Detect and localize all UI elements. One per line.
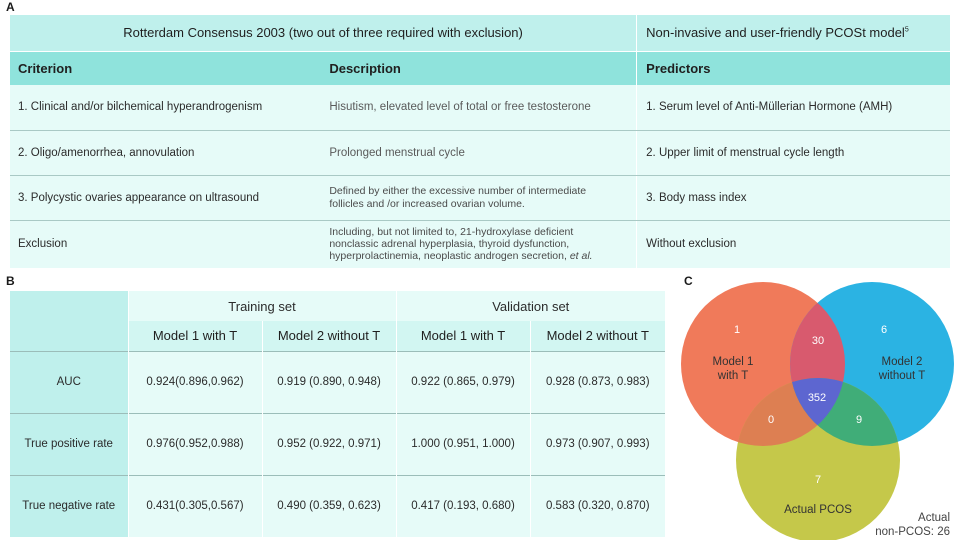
metric-value: 1.000 (0.951, 1.000) (395, 412, 530, 475)
pcost-header: Non-invasive and user-friendly PCOSt mod… (636, 15, 950, 52)
panel-c-label: C (684, 274, 693, 288)
training-set-header: Training set (127, 291, 396, 321)
criterion-cell: Exclusion (10, 220, 324, 268)
count-all-three: 352 (808, 392, 826, 404)
validation-set-header: Validation set (395, 291, 665, 321)
description-line: follicles and /or increased ovarian volu… (329, 197, 525, 210)
criterion-cell: 1. Clinical and/or bilchemical hyperandr… (10, 85, 324, 131)
pcost-header-text: Non-invasive and user-friendly PCOSt mod… (646, 25, 905, 41)
model-performance-table: Training set Validation set Model 1 with… (10, 291, 665, 537)
description-line: Including, but not limited to, 21-hydrox… (329, 226, 574, 239)
model2-label-line2: without T (878, 370, 925, 382)
count-actual-only: 7 (815, 474, 821, 486)
model1-label-line1: Model 1 (713, 356, 754, 368)
model-header: Model 2 without T (261, 321, 396, 351)
description-cell: Prolonged menstrual cycle (323, 130, 637, 176)
description-cell: Defined by either the excessive number o… (323, 175, 637, 221)
rotterdam-header: Rotterdam Consensus 2003 (two out of thr… (10, 15, 637, 52)
metric-value: 0.928 (0.873, 0.983) (529, 350, 665, 413)
description-text: hyperprolactinemia, neoplastic androgen … (329, 250, 567, 263)
description-column-header: Description (323, 51, 637, 85)
description-line: Defined by either the excessive number o… (329, 185, 587, 198)
pcost-header-superscript: 5 (904, 26, 909, 34)
et-al-text: et al. (569, 250, 593, 263)
model-header: Model 2 without T (529, 321, 665, 351)
model2-label-line1: Model 2 (882, 356, 923, 368)
rotterdam-header-text: Rotterdam Consensus 2003 (two out of thr… (123, 25, 523, 41)
metric-value: 0.417 (0.193, 0.680) (395, 474, 530, 537)
table-row: Exclusion Including, but not limited to,… (10, 220, 950, 268)
metric-value: 0.973 (0.907, 0.993) (529, 412, 665, 475)
outside-label-line2: non-PCOS: 26 (875, 526, 950, 538)
criterion-cell: 3. Polycystic ovaries appearance on ultr… (10, 175, 324, 221)
model-header: Model 1 with T (127, 321, 262, 351)
metric-value: 0.431(0.305,0.567) (127, 474, 262, 537)
model-header: Model 1 with T (395, 321, 530, 351)
count-model1-actual: 0 (768, 414, 774, 426)
metric-value: 0.919 (0.890, 0.948) (261, 350, 396, 413)
table-b-group-header: Training set Validation set (10, 291, 665, 321)
blank-header-cell (10, 291, 128, 321)
model1-actual-overlap (736, 378, 845, 446)
predictor-cell: Without exclusion (636, 220, 950, 268)
predictor-cell: 3. Body mass index (636, 175, 950, 221)
count-model1-only: 1 (734, 324, 740, 336)
metric-value: 0.976(0.952,0.988) (127, 412, 262, 475)
panel-b-label: B (6, 274, 15, 288)
description-line: hyperprolactinemia, neoplastic androgen … (329, 250, 636, 262)
outside-label-line1: Actual (918, 512, 950, 524)
criterion-cell: 2. Oligo/amenorrhea, annovulation (10, 130, 324, 176)
table-row: True negative rate 0.431(0.305,0.567) 0.… (10, 474, 665, 537)
actual-pcos-label: Actual PCOS (784, 504, 852, 516)
metric-label: True negative rate (10, 474, 128, 537)
description-cell: Including, but not limited to, 21-hydrox… (323, 220, 637, 268)
panel-a-label: A (6, 0, 15, 14)
predictor-cell: 2. Upper limit of menstrual cycle length (636, 130, 950, 176)
venn-diagram: 1 6 30 352 0 9 7 Model 1 with T Model 2 … (681, 282, 954, 540)
model2-actual-overlap (790, 378, 900, 446)
count-model2-actual: 9 (856, 414, 862, 426)
metric-value: 0.583 (0.320, 0.870) (529, 474, 665, 537)
table-row: True positive rate 0.976(0.952,0.988) 0.… (10, 412, 665, 475)
table-b-model-header: Model 1 with T Model 2 without T Model 1… (10, 321, 665, 351)
predictors-column-header: Predictors (636, 51, 950, 85)
table-row: AUC 0.924(0.896,0.962) 0.919 (0.890, 0.9… (10, 350, 665, 413)
metric-label: True positive rate (10, 412, 128, 475)
table-a-top-header: Rotterdam Consensus 2003 (two out of thr… (10, 15, 950, 52)
metric-label: AUC (10, 350, 128, 413)
metric-value: 0.952 (0.922, 0.971) (261, 412, 396, 475)
table-row: 3. Polycystic ovaries appearance on ultr… (10, 175, 950, 221)
table-row: 1. Clinical and/or bilchemical hyperandr… (10, 85, 950, 131)
metric-value: 0.922 (0.865, 0.979) (395, 350, 530, 413)
rotterdam-criteria-table: Rotterdam Consensus 2003 (two out of thr… (10, 15, 950, 268)
predictor-cell: 1. Serum level of Anti-Müllerian Hormone… (636, 85, 950, 131)
count-model1-model2: 30 (812, 335, 824, 347)
description-line: nonclassic adrenal hyperplasia, thyroid … (329, 238, 570, 251)
description-cell: Hisutism, elevated level of total or fre… (323, 85, 637, 131)
table-a-column-header: Criterion Description Predictors (10, 51, 950, 85)
criterion-column-header: Criterion (10, 51, 324, 85)
metric-value: 0.924(0.896,0.962) (127, 350, 262, 413)
model1-label-line2: with T (717, 370, 748, 382)
blank-header-cell (10, 321, 128, 351)
table-row: 2. Oligo/amenorrhea, annovulation Prolon… (10, 130, 950, 176)
count-model2-only: 6 (881, 324, 887, 336)
metric-value: 0.490 (0.359, 0.623) (261, 474, 396, 537)
